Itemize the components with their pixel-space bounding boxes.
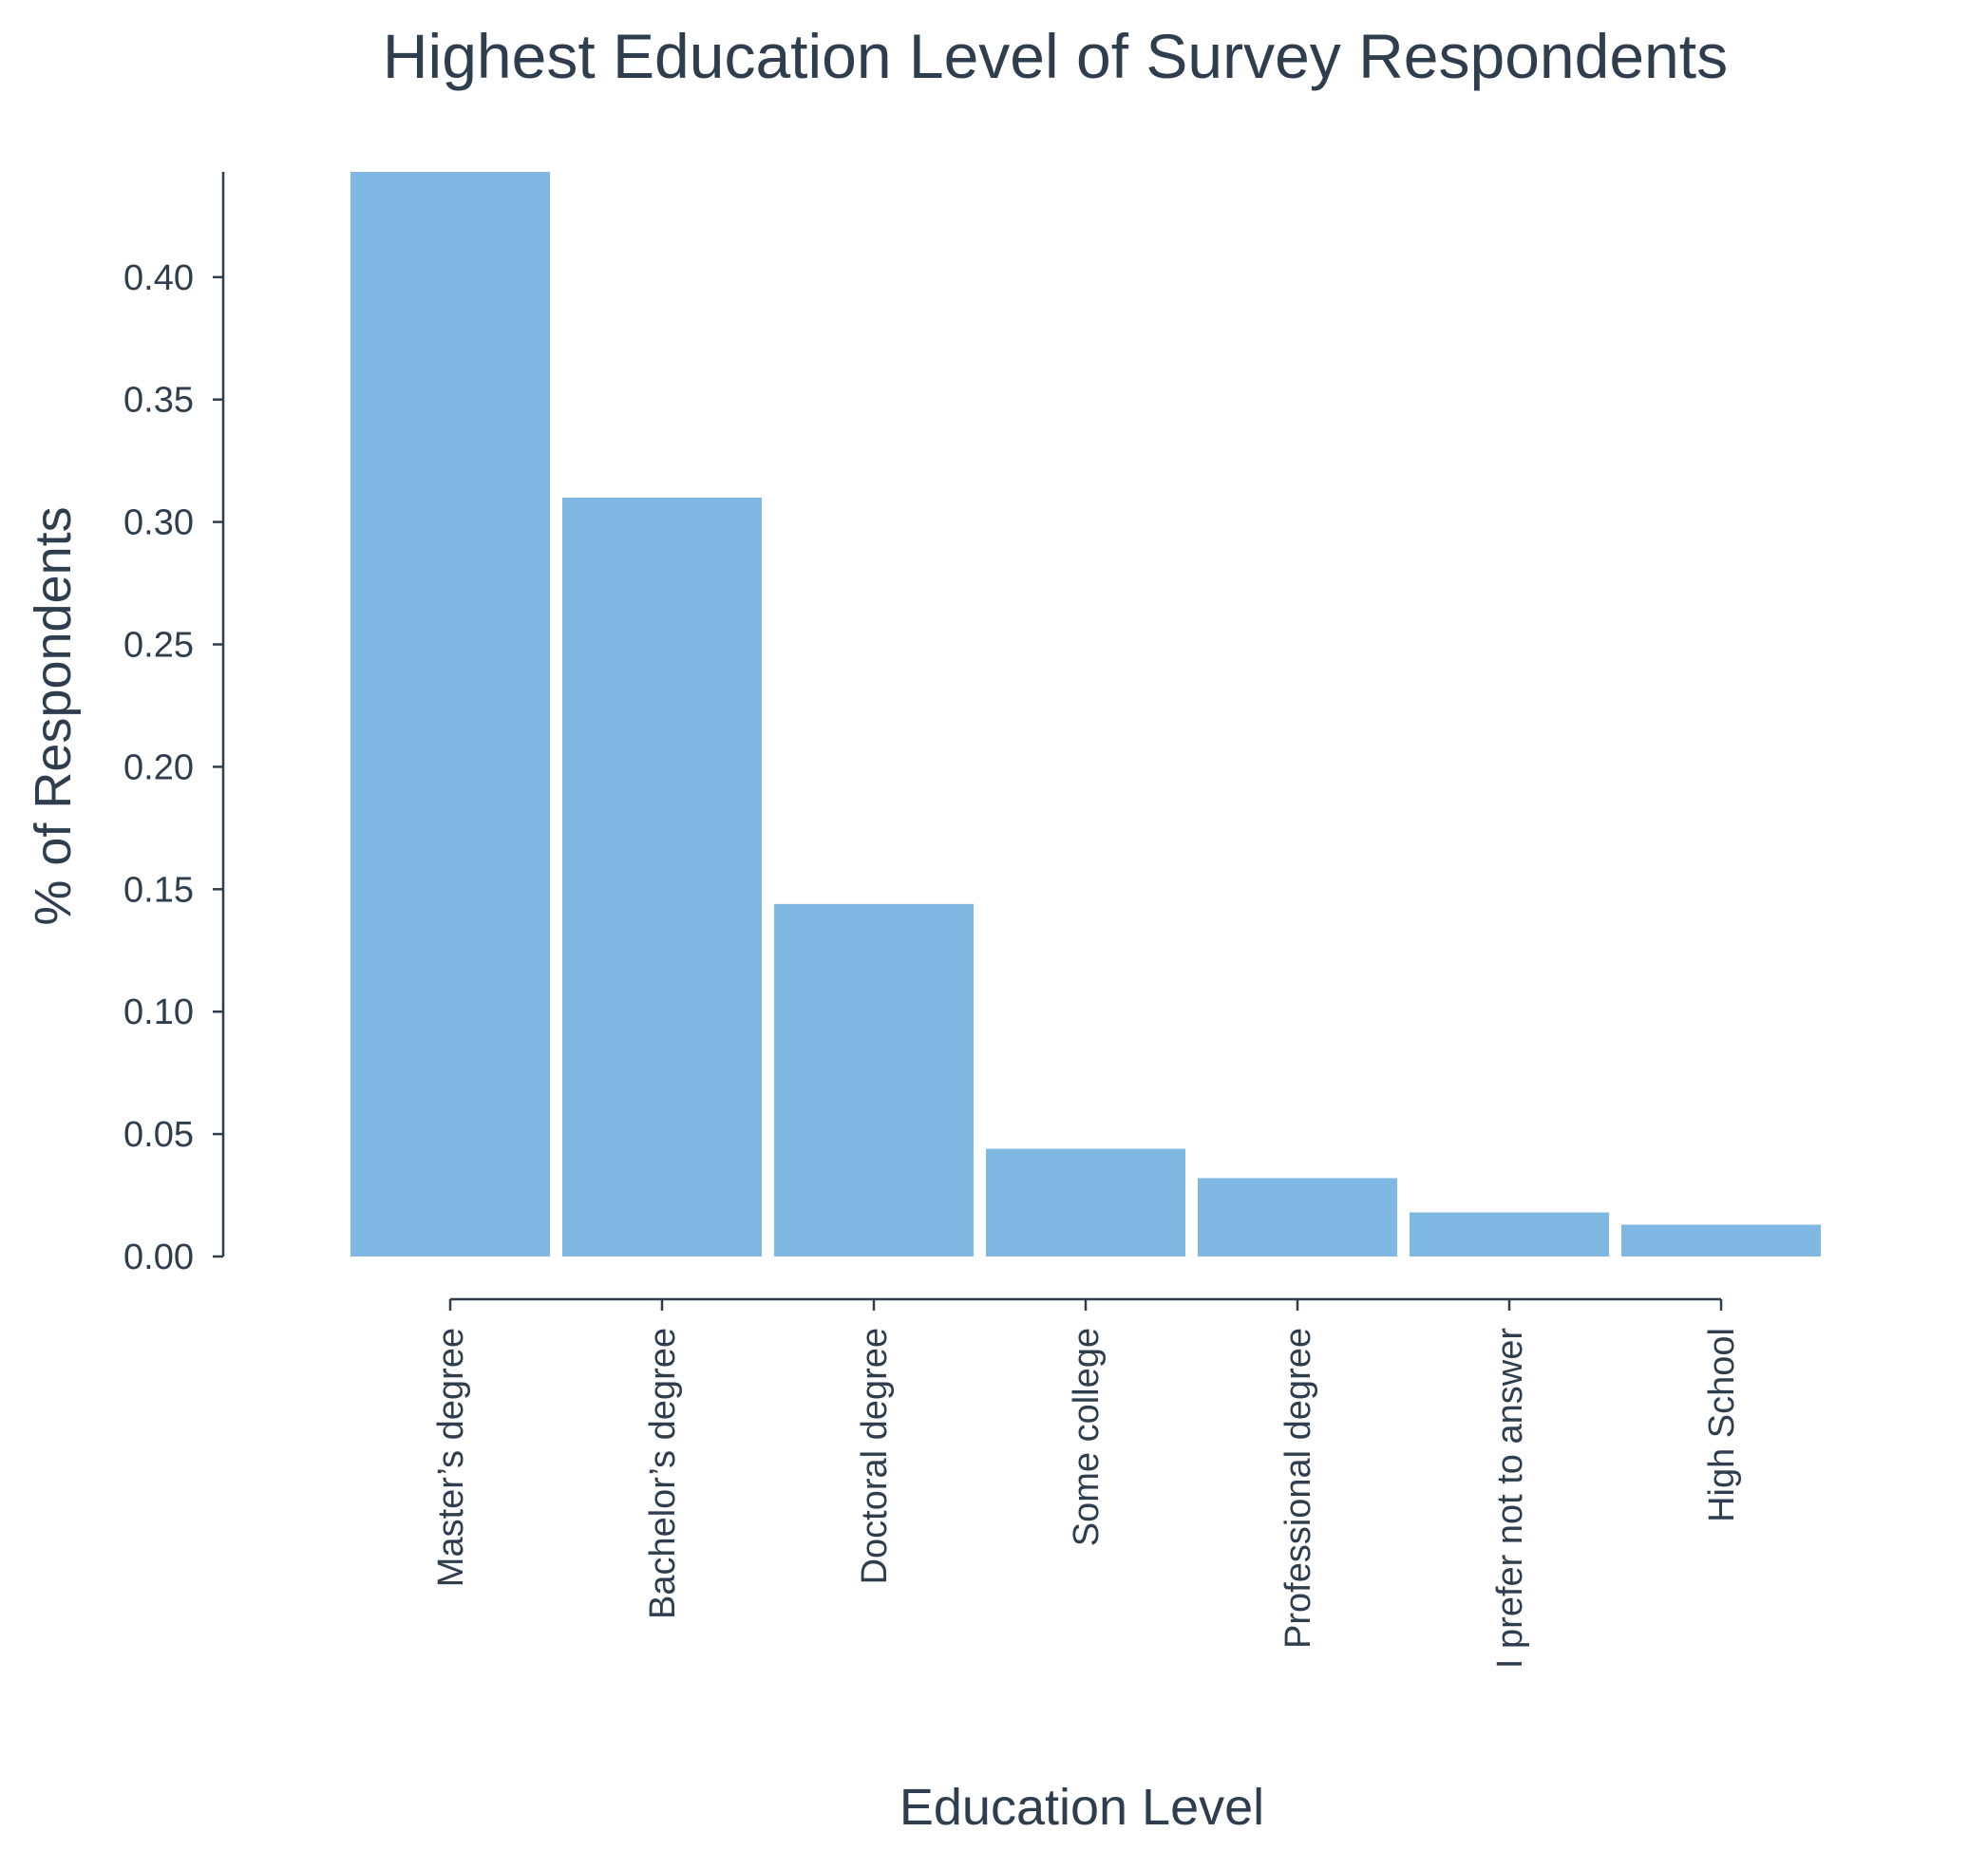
- y-tick-label: 0.00: [123, 1237, 194, 1277]
- bar-i-prefer-not-to-answer: [1410, 1212, 1609, 1256]
- x-tick-label-master-s-degree: Master’s degree: [431, 1328, 471, 1587]
- x-tick-label-doctoral-degree: Doctoral degree: [855, 1328, 895, 1584]
- x-tick-label-high-school: High School: [1702, 1328, 1742, 1522]
- y-ticks-group: 0.00 0.05 0.10 0.15 0.20 0.25 0.30 0.35 0.40: [123, 258, 223, 1277]
- y-axis-label: % of Respondents: [25, 506, 82, 925]
- y-tick-label: 0.30: [123, 503, 194, 543]
- x-tick-label-i-prefer-not-to-answer: I prefer not to answer: [1490, 1328, 1530, 1669]
- x-axis-label: Education Level: [899, 1779, 1264, 1836]
- bar-some-college: [986, 1148, 1185, 1256]
- bar-professional-degree: [1198, 1178, 1397, 1256]
- y-tick-label: 0.25: [123, 626, 194, 666]
- x-tick-label-professional-degree: Professional degree: [1278, 1328, 1318, 1649]
- y-tick-label: 0.10: [123, 992, 194, 1032]
- bars-group: [350, 172, 1821, 1256]
- chart-title: Highest Education Level of Survey Respon…: [383, 21, 1728, 91]
- bar-bachelor-s-degree: [562, 497, 762, 1256]
- y-tick-label: 0.40: [123, 258, 194, 298]
- x-tick-label-bachelor-s-degree: Bachelor’s degree: [643, 1328, 683, 1619]
- x-tick-label-some-college: Some college: [1067, 1328, 1107, 1546]
- y-tick-label: 0.20: [123, 747, 194, 787]
- x-ticks-group: Master’s degree Bachelor’s degree Doctoral…: [431, 1299, 1742, 1669]
- bar-master-s-degree: [350, 172, 550, 1256]
- y-tick-label: 0.35: [123, 381, 194, 421]
- bar-doctoral-degree: [774, 903, 974, 1256]
- bar-high-school: [1621, 1224, 1821, 1256]
- y-tick-label: 0.15: [123, 870, 194, 910]
- y-tick-label: 0.05: [123, 1115, 194, 1155]
